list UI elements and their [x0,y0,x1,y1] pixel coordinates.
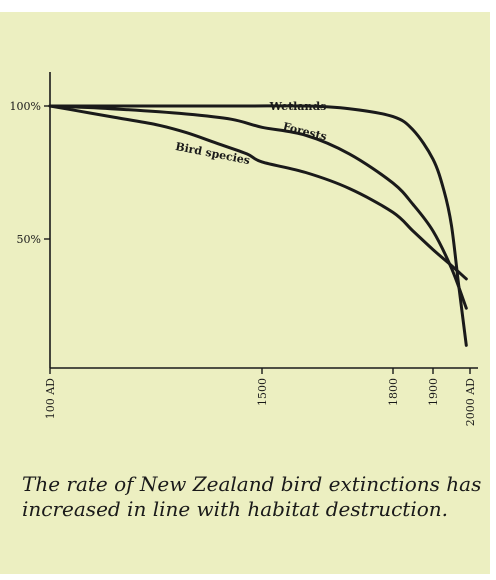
series-label-bird-species: Bird species [174,140,251,167]
y-tick-label: 50% [17,233,41,246]
series-line-bird-species [48,104,468,281]
caption-line-2: increased in line with habitat destructi… [22,497,449,521]
series-line-forests [48,104,468,310]
chart-panel: 100% 50% 100 AD 1500 1800 1900 2000 AD Wetlands… [0,12,490,574]
y-tick-label: 100% [10,100,41,113]
series-line-wetlands [48,104,468,347]
x-tick-label: 1800 [387,378,400,406]
x-tick-label: 2000 AD [464,378,477,426]
line-chart: 100% 50% 100 AD 1500 1800 1900 2000 AD Wetlands… [10,72,478,426]
caption-line-1: The rate of New Zealand bird extinctions… [22,472,482,496]
x-tick-label: 1900 [427,378,440,406]
x-tick-label: 1500 [256,378,269,406]
series-label-wetlands: Wetlands [269,100,327,113]
chart-caption: The rate of New Zealand bird extinctions… [22,472,482,522]
series-label-forests: Forests [282,120,329,143]
x-tick-label: 100 AD [44,378,57,419]
